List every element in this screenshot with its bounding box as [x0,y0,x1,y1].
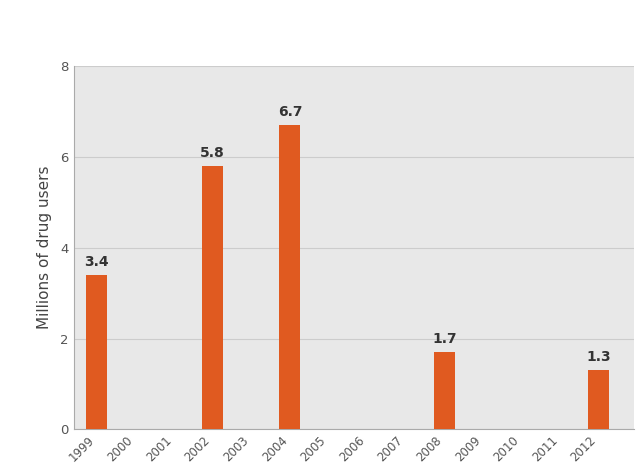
Text: OFFICIAL ESTIMATES OF DRUG USERS NATIONWIDE: OFFICIAL ESTIMATES OF DRUG USERS NATIONW… [0,16,640,36]
Bar [434,352,455,429]
Text: 6.7: 6.7 [278,105,302,119]
Y-axis label: Millions of drug users: Millions of drug users [37,166,52,329]
Bar [279,125,301,429]
Text: 1.3: 1.3 [586,350,611,364]
Text: Source: DDB Annual Report: Source: DDB Annual Report [461,444,624,457]
Text: 3.4: 3.4 [84,255,109,269]
Bar [202,166,223,429]
Text: 5.8: 5.8 [200,146,225,160]
Bar [588,370,609,429]
Bar [86,275,108,429]
Text: 1.7: 1.7 [432,332,457,346]
